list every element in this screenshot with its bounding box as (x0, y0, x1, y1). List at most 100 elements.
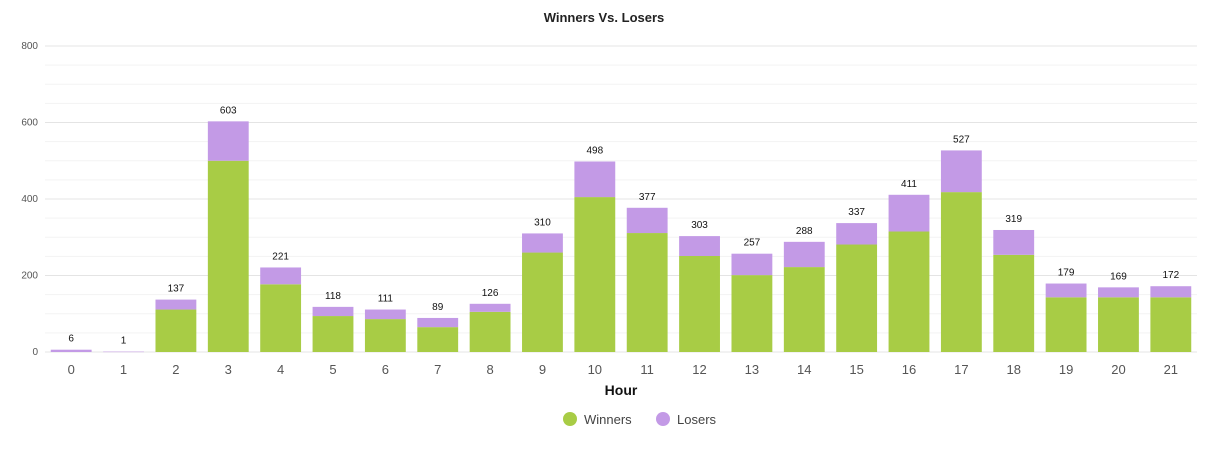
x-axis-ticks: 0 1 2 3 4 5 6 7 8 9 10 11 12 13 14 15 16 17 18 19 20 21 (68, 362, 1178, 377)
bar-losers-5 (312, 306, 354, 317)
bar-winners-21 (1150, 297, 1192, 352)
y-tick-label: 200 (21, 271, 38, 282)
bar-winners-10 (574, 197, 616, 352)
bar-winners-12 (679, 255, 720, 352)
data-label-total: 179 (1058, 268, 1075, 279)
data-label-total: 310 (534, 217, 551, 228)
bar-losers-17 (940, 150, 982, 193)
legend: Winners Losers (563, 412, 717, 427)
data-labels: 6 1 137 603 221 118 111 89 126 310 498 377 303 257 288… (68, 105, 1179, 346)
bar-losers-0 (50, 349, 92, 352)
data-label-total: 603 (220, 105, 237, 116)
legend-label-losers: Losers (677, 412, 717, 427)
bar-winners-19 (1045, 297, 1087, 352)
bar-losers-21 (1150, 286, 1192, 298)
bar-losers-16 (888, 194, 930, 232)
x-tick-label: 19 (1059, 362, 1073, 377)
bar-losers-14 (783, 241, 825, 268)
data-label-total: 337 (848, 207, 865, 218)
x-tick-label: 11 (640, 362, 654, 377)
bar-losers-2 (155, 299, 197, 310)
x-tick-label: 16 (902, 362, 916, 377)
bar-winners-5 (312, 316, 354, 352)
bar-losers-18 (993, 229, 1035, 255)
legend-marker-winners (563, 412, 577, 426)
bar-winners-17 (940, 192, 982, 352)
bar-losers-8 (469, 303, 511, 312)
x-tick-label: 13 (745, 362, 759, 377)
bar-losers-1 (103, 351, 144, 353)
bar-losers-6 (364, 309, 406, 320)
data-label-total: 303 (691, 220, 708, 231)
bar-losers-4 (260, 267, 302, 285)
bar-winners-14 (783, 267, 825, 352)
x-tick-label: 9 (539, 362, 546, 377)
legend-label-winners: Winners (584, 412, 632, 427)
data-label-total: 6 (68, 334, 74, 345)
data-label-total: 172 (1162, 270, 1179, 281)
bar-winners-9 (522, 252, 563, 352)
x-tick-label: 21 (1164, 362, 1178, 377)
x-tick-label: 14 (797, 362, 811, 377)
bar-winners-6 (364, 319, 406, 352)
x-tick-label: 10 (588, 362, 602, 377)
data-label-total: 126 (482, 288, 499, 299)
bar-winners-8 (469, 311, 511, 352)
bars (50, 121, 1192, 353)
bar-winners-3 (207, 160, 249, 352)
data-label-total: 377 (639, 192, 656, 203)
y-tick-label: 800 (21, 41, 38, 52)
data-label-total: 288 (796, 226, 813, 237)
data-label-total: 527 (953, 134, 970, 145)
legend-marker-losers (656, 412, 670, 426)
y-axis-ticks: 0 200 400 600 800 (21, 41, 38, 358)
x-tick-label: 4 (277, 362, 284, 377)
bar-losers-9 (522, 233, 563, 253)
y-tick-label: 0 (32, 347, 38, 358)
bar-losers-7 (417, 317, 459, 328)
y-tick-label: 600 (21, 118, 38, 129)
x-tick-label: 1 (120, 362, 127, 377)
bar-losers-11 (626, 207, 668, 234)
x-tick-label: 18 (1006, 362, 1020, 377)
bar-losers-12 (679, 236, 720, 256)
data-label-total: 498 (586, 146, 603, 157)
y-tick-label: 400 (21, 194, 38, 205)
bar-winners-7 (417, 327, 459, 352)
x-tick-label: 7 (434, 362, 441, 377)
data-label-total: 1 (121, 336, 127, 347)
bar-winners-11 (626, 233, 668, 352)
bar-losers-13 (731, 253, 773, 276)
data-label-total: 411 (901, 179, 917, 190)
x-tick-label: 12 (692, 362, 706, 377)
bar-losers-19 (1045, 283, 1087, 298)
bar-losers-15 (836, 223, 878, 245)
bar-losers-3 (207, 121, 249, 161)
bar-losers-20 (1098, 287, 1139, 298)
x-tick-label: 17 (954, 362, 968, 377)
bar-winners-2 (155, 309, 197, 352)
bar-winners-16 (888, 231, 930, 352)
data-label-total: 169 (1110, 271, 1127, 282)
x-axis-title: Hour (605, 382, 638, 398)
x-tick-label: 5 (329, 362, 336, 377)
data-label-total: 111 (378, 294, 394, 305)
x-tick-label: 20 (1111, 362, 1125, 377)
bar-winners-15 (836, 244, 878, 352)
bar-winners-13 (731, 275, 773, 352)
bar-winners-18 (993, 254, 1035, 352)
bar-losers-10 (574, 161, 616, 198)
x-tick-label: 0 (68, 362, 75, 377)
data-label-total: 221 (272, 251, 289, 262)
data-label-total: 319 (1005, 214, 1022, 225)
bar-winners-20 (1098, 297, 1139, 352)
data-label-total: 89 (432, 302, 444, 313)
chart-title: Winners Vs. Losers (544, 10, 665, 25)
x-tick-label: 2 (172, 362, 179, 377)
bar-winners-4 (260, 284, 302, 352)
data-label-total: 118 (325, 291, 341, 302)
data-label-total: 257 (744, 238, 761, 249)
x-tick-label: 6 (382, 362, 389, 377)
